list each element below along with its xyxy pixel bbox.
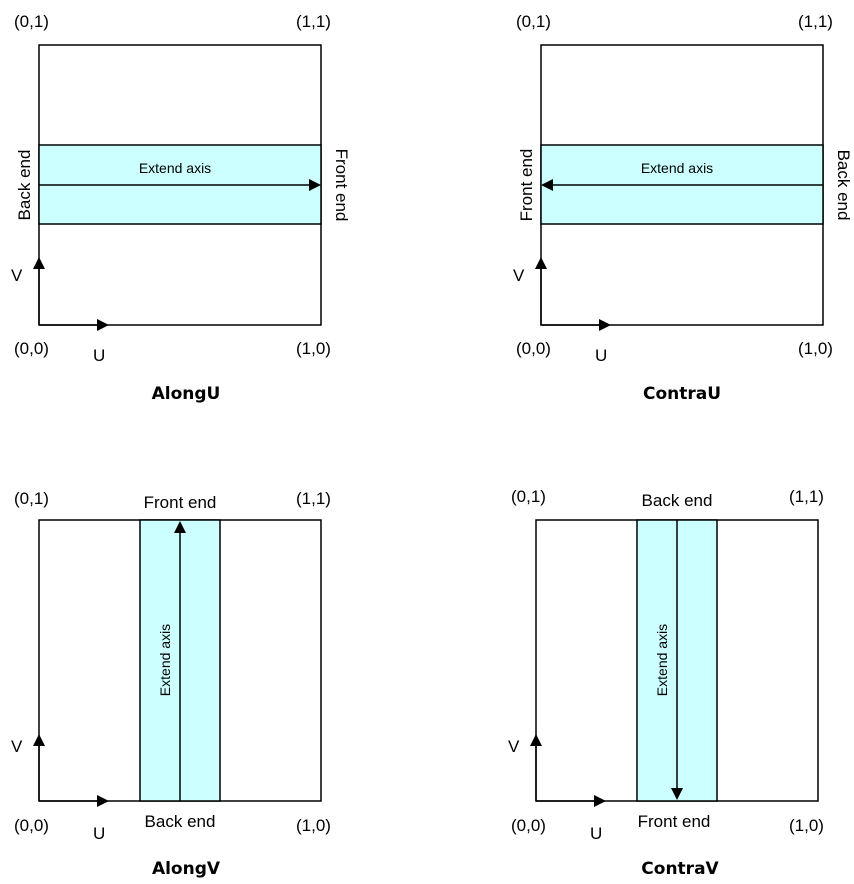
corner-top-left: (0,1) <box>14 12 49 31</box>
v-axis-label: V <box>11 737 23 756</box>
corner-bottom-right: (1,0) <box>798 339 833 358</box>
extend-axis-label: Extend axis <box>139 160 211 176</box>
caption: AlongU <box>152 384 221 404</box>
corner-top-right: (1,1) <box>296 489 331 508</box>
corner-top-right: (1,1) <box>789 487 824 506</box>
arrowhead <box>541 179 553 191</box>
u-axis-label: U <box>93 346 105 365</box>
front-end-label: Front end <box>517 149 536 222</box>
corner-top-right: (1,1) <box>296 12 331 31</box>
v-arrowhead <box>33 734 45 746</box>
front-end-label: Front end <box>144 493 217 512</box>
u-axis-label: U <box>590 824 602 843</box>
u-arrowhead <box>97 319 109 331</box>
back-end-label: Back end <box>145 812 216 831</box>
extend-axis-label: Extend axis <box>641 160 713 176</box>
u-axis-label: U <box>93 824 105 843</box>
u-arrowhead <box>599 319 611 331</box>
arrowhead <box>309 179 321 191</box>
panel-along-v: Extend axis Front end Back end V U (0,1)… <box>11 489 331 879</box>
back-end-label: Back end <box>834 150 853 221</box>
panel-along-u: Extend axis Back end Front end V U (0,1)… <box>11 12 351 404</box>
corner-top-left: (0,1) <box>516 12 551 31</box>
v-axis-label: V <box>11 266 23 285</box>
back-end-label: Back end <box>15 150 34 221</box>
u-axis-label: U <box>595 346 607 365</box>
u-arrowhead <box>97 795 109 807</box>
front-end-label: Front end <box>332 149 351 222</box>
corner-bottom-right: (1,0) <box>296 339 331 358</box>
v-arrowhead <box>33 257 45 269</box>
corner-bottom-left: (0,0) <box>14 339 49 358</box>
corner-top-left: (0,1) <box>511 487 546 506</box>
corner-top-right: (1,1) <box>798 12 833 31</box>
corner-bottom-left: (0,0) <box>516 339 551 358</box>
corner-bottom-right: (1,0) <box>296 816 331 835</box>
back-end-label: Back end <box>642 491 713 510</box>
extend-axis-label: Extend axis <box>654 624 670 696</box>
v-axis-label: V <box>513 266 525 285</box>
panel-contra-u: Extend axis Front end Back end V U (0,1)… <box>513 12 853 404</box>
caption: ContraV <box>641 859 719 879</box>
corner-bottom-right: (1,0) <box>789 816 824 835</box>
caption: AlongV <box>152 859 221 879</box>
v-axis-label: V <box>508 737 520 756</box>
arrowhead <box>174 521 186 533</box>
v-arrowhead <box>535 257 547 269</box>
u-arrowhead <box>594 795 606 807</box>
corner-bottom-left: (0,0) <box>511 816 546 835</box>
caption: ContraU <box>643 384 721 404</box>
corner-bottom-left: (0,0) <box>14 816 49 835</box>
corner-top-left: (0,1) <box>14 489 49 508</box>
v-arrowhead <box>530 734 542 746</box>
extend-axis-label: Extend axis <box>157 624 173 696</box>
panel-contra-v: Extend axis Back end Front end V U (0,1)… <box>508 487 824 879</box>
front-end-label: Front end <box>638 812 711 831</box>
arrowhead <box>671 788 683 800</box>
